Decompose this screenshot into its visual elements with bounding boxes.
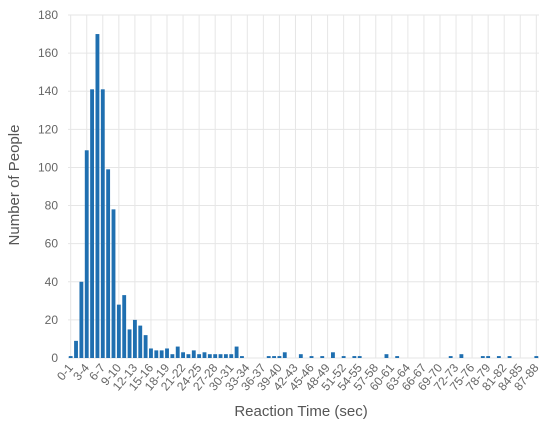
x-axis-title: Reaction Time (sec) [234,403,367,420]
bar-5-6 [95,34,100,359]
bars [68,34,539,359]
bar-51-52 [341,356,346,358]
bar-19-20 [170,354,175,358]
y-tick-label: 0 [51,351,58,365]
y-tick-label: 140 [38,84,58,98]
x-tick-labels: 0-13-46-79-1012-1315-1618-1921-2224-2527… [54,361,542,394]
bar-31-32 [234,346,239,358]
bar-45-46 [309,356,314,358]
bar-4-5 [90,89,95,359]
bar-30-31 [229,354,234,358]
bar-12-13 [132,319,137,358]
bar-49-50 [331,352,335,358]
bar-61-62 [395,356,400,358]
bar-39-40 [277,356,282,358]
bar-80-81 [496,356,501,358]
bar-8-9 [111,209,116,358]
y-tick-label: 60 [45,237,59,251]
y-tick-label: 80 [45,199,59,213]
bar-17-18 [159,350,164,358]
bar-32-33 [240,356,244,358]
bar-16-17 [154,350,159,358]
bar-82-83 [507,356,512,358]
bar-18-19 [165,348,169,358]
bar-23-24 [191,350,196,358]
bar-87-88 [534,356,539,358]
bar-77-78 [480,356,485,358]
bar-7-8 [106,169,111,358]
bar-26-27 [207,354,212,358]
y-axis-title: Number of People [6,125,23,246]
bar-53-54 [352,356,357,358]
y-tick-label: 40 [45,275,59,289]
bar-71-72 [448,356,453,358]
bar-1-2 [74,340,78,358]
bar-40-41 [282,352,287,358]
y-tick-label: 120 [38,122,58,136]
bar-28-29 [218,354,223,358]
bar-9-10 [116,304,121,358]
bar-25-26 [202,352,207,358]
y-tick-label: 180 [38,8,58,22]
horizontal-gridlines [68,14,539,359]
y-tick-label: 160 [38,46,58,60]
bar-10-11 [122,295,127,358]
bar-59-60 [384,354,389,358]
bar-29-30 [223,354,228,358]
bar-22-23 [186,354,191,358]
bar-37-38 [266,356,271,358]
bar-27-28 [213,354,218,358]
bar-43-44 [298,354,303,358]
bar-11-12 [127,329,132,358]
y-tick-labels: 0 20 40 60 80 100 120 140 160 180 [38,8,58,365]
bar-54-55 [357,356,362,358]
bar-21-22 [181,352,186,358]
vertical-gridlines [70,15,537,358]
bar-14-15 [143,335,148,358]
bar-15-16 [149,348,153,358]
bar-20-21 [175,346,180,358]
bar-2-3 [79,281,84,358]
bar-13-14 [138,325,143,358]
bar-6-7 [100,89,105,359]
bar-24-25 [197,354,202,358]
bar-78-79 [486,356,491,358]
y-tick-label: 20 [45,313,59,327]
bar-0-1 [68,356,73,358]
bar-73-74 [459,354,464,358]
y-tick-label: 100 [38,160,58,174]
bar-47-48 [320,356,325,358]
bar-38-39 [272,356,276,358]
bar-3-4 [84,150,89,358]
